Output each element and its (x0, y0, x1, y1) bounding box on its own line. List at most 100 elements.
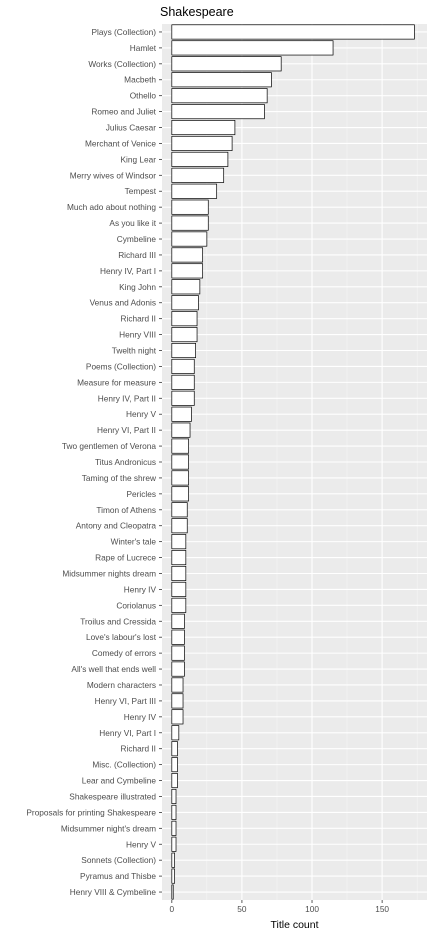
bar (171, 804, 177, 820)
bar (171, 836, 177, 852)
bar (171, 327, 198, 343)
category-label: Cymbeline (117, 234, 157, 244)
chart-title: Shakespeare (160, 5, 234, 19)
category-label: Misc. (Collection) (92, 760, 156, 770)
bar (171, 311, 198, 327)
bar (171, 342, 197, 359)
category-label: Troilus and Cressida (80, 616, 156, 626)
x-tick-label: 100 (305, 904, 319, 914)
category-label: Lear and Cymbeline (82, 776, 157, 786)
category-label: All's well that ends well (71, 664, 156, 674)
category-label: Measure for measure (77, 377, 156, 387)
category-label: Othello (130, 91, 157, 101)
category-label: Plays (Collection) (91, 27, 156, 37)
bar (171, 550, 187, 566)
bar (171, 502, 188, 518)
category-label: King Lear (120, 154, 156, 164)
x-tick-label: 50 (237, 904, 247, 914)
bar (171, 725, 180, 741)
category-label: Richard III (118, 250, 156, 260)
x-axis-title: Title count (270, 919, 318, 931)
bar (171, 374, 195, 390)
category-label: Much ado about nothing (67, 202, 156, 212)
bar (171, 120, 236, 136)
category-label: Henry V (126, 409, 156, 419)
category-label: As you like it (109, 218, 156, 228)
bar (171, 231, 208, 247)
bar (171, 868, 175, 884)
bar (171, 24, 415, 40)
bar (171, 454, 189, 470)
bar (171, 470, 189, 486)
x-tick-label: 0 (170, 904, 175, 914)
category-label: Works (Collection) (88, 59, 156, 69)
category-label: Comedy of errors (92, 648, 156, 658)
category-label: Taming of the shrew (82, 473, 157, 483)
category-label: Midsummer night's dream (61, 823, 156, 833)
category-label: Titus Andronicus (95, 457, 156, 467)
bar (171, 247, 204, 263)
category-label: Poems (Collection) (86, 361, 156, 371)
bar (171, 438, 189, 454)
bar (171, 852, 175, 868)
bar (171, 56, 282, 72)
bar (171, 279, 201, 295)
bar (171, 390, 195, 406)
bar (171, 104, 265, 120)
category-label: Antony and Cleopatra (76, 521, 157, 531)
bar (171, 486, 189, 502)
bar (171, 88, 268, 104)
bar (171, 199, 209, 215)
bar (171, 693, 184, 709)
bar (171, 773, 178, 789)
category-labels: Plays (Collection) Hamlet Works (Collectio… (26, 27, 162, 897)
category-label: Venus and Adonis (90, 298, 156, 308)
bar (171, 518, 188, 534)
category-label: Tempest (125, 186, 157, 196)
bar (171, 183, 218, 199)
category-label: Henry IV, Part II (98, 393, 156, 403)
bar (171, 820, 177, 836)
bar (171, 581, 187, 597)
category-label: Winter's tale (111, 537, 157, 547)
bar (171, 788, 177, 804)
category-label: Macbeth (124, 75, 156, 85)
category-label: King John (119, 282, 156, 292)
bar (171, 72, 272, 88)
category-label: Henry VI, Part III (95, 696, 156, 706)
x-tick-label: 150 (375, 904, 389, 914)
bar (171, 135, 233, 151)
bar (171, 167, 225, 183)
bar (171, 215, 209, 231)
bar (171, 613, 185, 629)
category-label: Love's labour's lost (86, 632, 157, 642)
category-label: Rape of Lucrece (95, 553, 156, 563)
bar (171, 295, 199, 311)
bar (171, 422, 191, 438)
bars (171, 24, 415, 900)
category-label: Henry IV (124, 712, 157, 722)
bar (171, 358, 195, 374)
category-label: Modern characters (87, 680, 156, 690)
bar (171, 645, 185, 661)
bar (171, 884, 174, 900)
category-label: Julius Caesar (106, 123, 157, 133)
category-label: Midsummer nights dream (62, 568, 156, 578)
bar (171, 534, 187, 550)
bar (171, 151, 229, 167)
category-label: Henry VIII (119, 330, 156, 340)
category-label: Coriolanus (116, 600, 156, 610)
bar (171, 565, 187, 582)
bar (171, 677, 184, 693)
category-label: Timon of Athens (96, 505, 156, 515)
bar (171, 757, 178, 773)
category-label: Hamlet (130, 43, 157, 53)
category-label: Henry VI, Part I (99, 728, 156, 738)
x-axis: 0 50 100 150 (170, 900, 389, 914)
bar (171, 597, 187, 613)
category-label: Henry V (126, 839, 156, 849)
category-label: Proposals for printing Shakespeare (26, 807, 156, 817)
category-label: Merchant of Venice (85, 138, 156, 148)
category-label: Henry VI, Part II (97, 425, 156, 435)
